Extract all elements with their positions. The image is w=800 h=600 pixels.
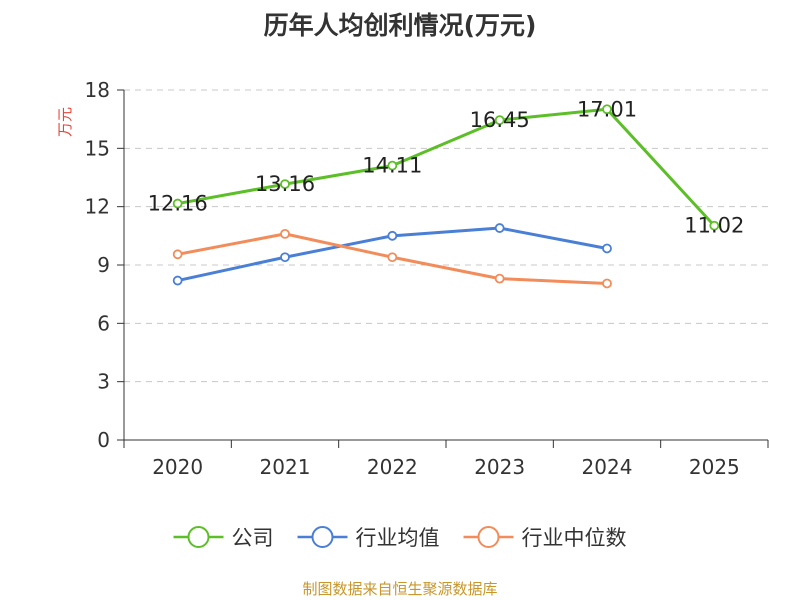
data-label: 14.11 bbox=[362, 154, 422, 178]
data-point bbox=[709, 220, 720, 231]
legend-marker bbox=[187, 526, 210, 548]
x-tick-label: 2020 bbox=[152, 455, 203, 479]
grid-lines bbox=[124, 89, 768, 383]
data-point bbox=[172, 198, 183, 209]
x-tick-label: 2023 bbox=[474, 455, 525, 479]
data-point bbox=[387, 230, 398, 241]
series-line bbox=[177, 107, 716, 227]
data-point bbox=[280, 179, 290, 190]
y-tick-label: 12 bbox=[85, 195, 110, 219]
data-point bbox=[387, 160, 398, 171]
data-point bbox=[172, 249, 183, 260]
data-point bbox=[602, 278, 612, 289]
data-point bbox=[280, 252, 290, 263]
y-axis-title: 万元 bbox=[56, 107, 74, 137]
y-tick-label: 6 bbox=[97, 311, 110, 335]
data-point bbox=[280, 228, 290, 239]
legend[interactable]: 公司 行业均值 行业中位数 bbox=[173, 526, 627, 550]
data-label: 13.16 bbox=[255, 172, 315, 196]
data-label: 17.01 bbox=[577, 97, 637, 121]
x-tick-label: 2025 bbox=[689, 455, 740, 479]
data-labels: 12.16 13.16 14.11 16.45 17.01 11.02 bbox=[148, 97, 745, 237]
y-tick-label: 15 bbox=[85, 136, 110, 160]
y-tick-label: 3 bbox=[97, 370, 110, 394]
legend-label: 公司 bbox=[232, 526, 274, 550]
legend-marker bbox=[477, 526, 500, 548]
legend-marker bbox=[311, 526, 334, 548]
y-tick-label: 9 bbox=[97, 253, 110, 277]
series-lines bbox=[172, 104, 720, 289]
legend-label: 行业均值 bbox=[356, 526, 440, 550]
data-point bbox=[602, 243, 612, 254]
data-point bbox=[172, 275, 183, 286]
data-label: 12.16 bbox=[148, 192, 208, 216]
axes: 0 3 6 9 12 15 18 万元 2020 2021 2022 2023 2024 2025 bbox=[56, 78, 769, 479]
data-label: 16.45 bbox=[470, 108, 530, 132]
x-tick-label: 2022 bbox=[367, 455, 418, 479]
chart-title: 历年人均创利情况(万元) bbox=[263, 11, 537, 40]
data-label: 11.02 bbox=[684, 214, 744, 238]
x-tick-label: 2024 bbox=[582, 455, 633, 479]
y-tick-label: 18 bbox=[85, 78, 110, 102]
data-point bbox=[387, 252, 398, 263]
data-point bbox=[494, 223, 505, 233]
data-point bbox=[602, 104, 612, 115]
source-note: 制图数据来自恒生聚源数据库 bbox=[302, 580, 498, 598]
legend-label: 行业中位数 bbox=[522, 526, 627, 550]
data-point bbox=[494, 273, 505, 284]
y-tick-label: 0 bbox=[97, 428, 110, 452]
data-point bbox=[494, 115, 505, 126]
x-tick-label: 2021 bbox=[260, 455, 311, 479]
